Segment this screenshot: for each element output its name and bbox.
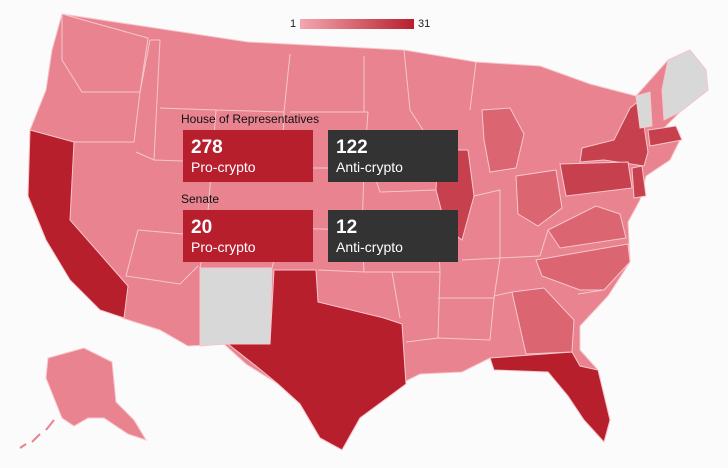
state-california [27,129,129,319]
house-pro-label: Pro-crypto [191,159,256,175]
house-anti-count: 122 [336,137,368,158]
state-georgia [511,287,575,355]
senate-anti-count: 12 [336,217,358,238]
state-texas [226,269,407,451]
senate-anti-label: Anti-crypto [336,239,403,255]
legend-max-label: 31 [418,18,431,30]
state-pennsylvania [559,161,633,197]
house-anti-card: 122 Anti-crypto [328,130,458,182]
senate-title: Senate [181,192,220,206]
state-new-york [579,99,649,167]
state-virginia [547,205,627,249]
state-florida [489,351,611,444]
house-title: House of Representatives [181,112,320,126]
senate-pro-count: 20 [191,217,213,238]
senate-pro-card: 20 Pro-crypto [183,210,313,262]
alaska-islands [19,419,55,449]
state-ohio [515,169,563,227]
house-pro-card: 278 Pro-crypto [183,130,313,182]
state-massachusetts [647,125,683,147]
house-pro-count: 278 [191,137,223,158]
state-new-mexico [199,267,273,347]
color-legend: 1 31 [290,16,440,32]
state-maine [661,49,709,121]
house-anti-label: Anti-crypto [336,159,403,175]
legend-gradient-bar [300,19,414,29]
state-vermont [635,91,653,129]
state-new-jersey [631,165,647,199]
senate-pro-label: Pro-crypto [191,239,256,255]
legend-min-label: 1 [290,18,297,30]
state-michigan [481,107,525,173]
alaska-shape [45,347,148,441]
senate-anti-card: 12 Anti-crypto [328,210,458,262]
